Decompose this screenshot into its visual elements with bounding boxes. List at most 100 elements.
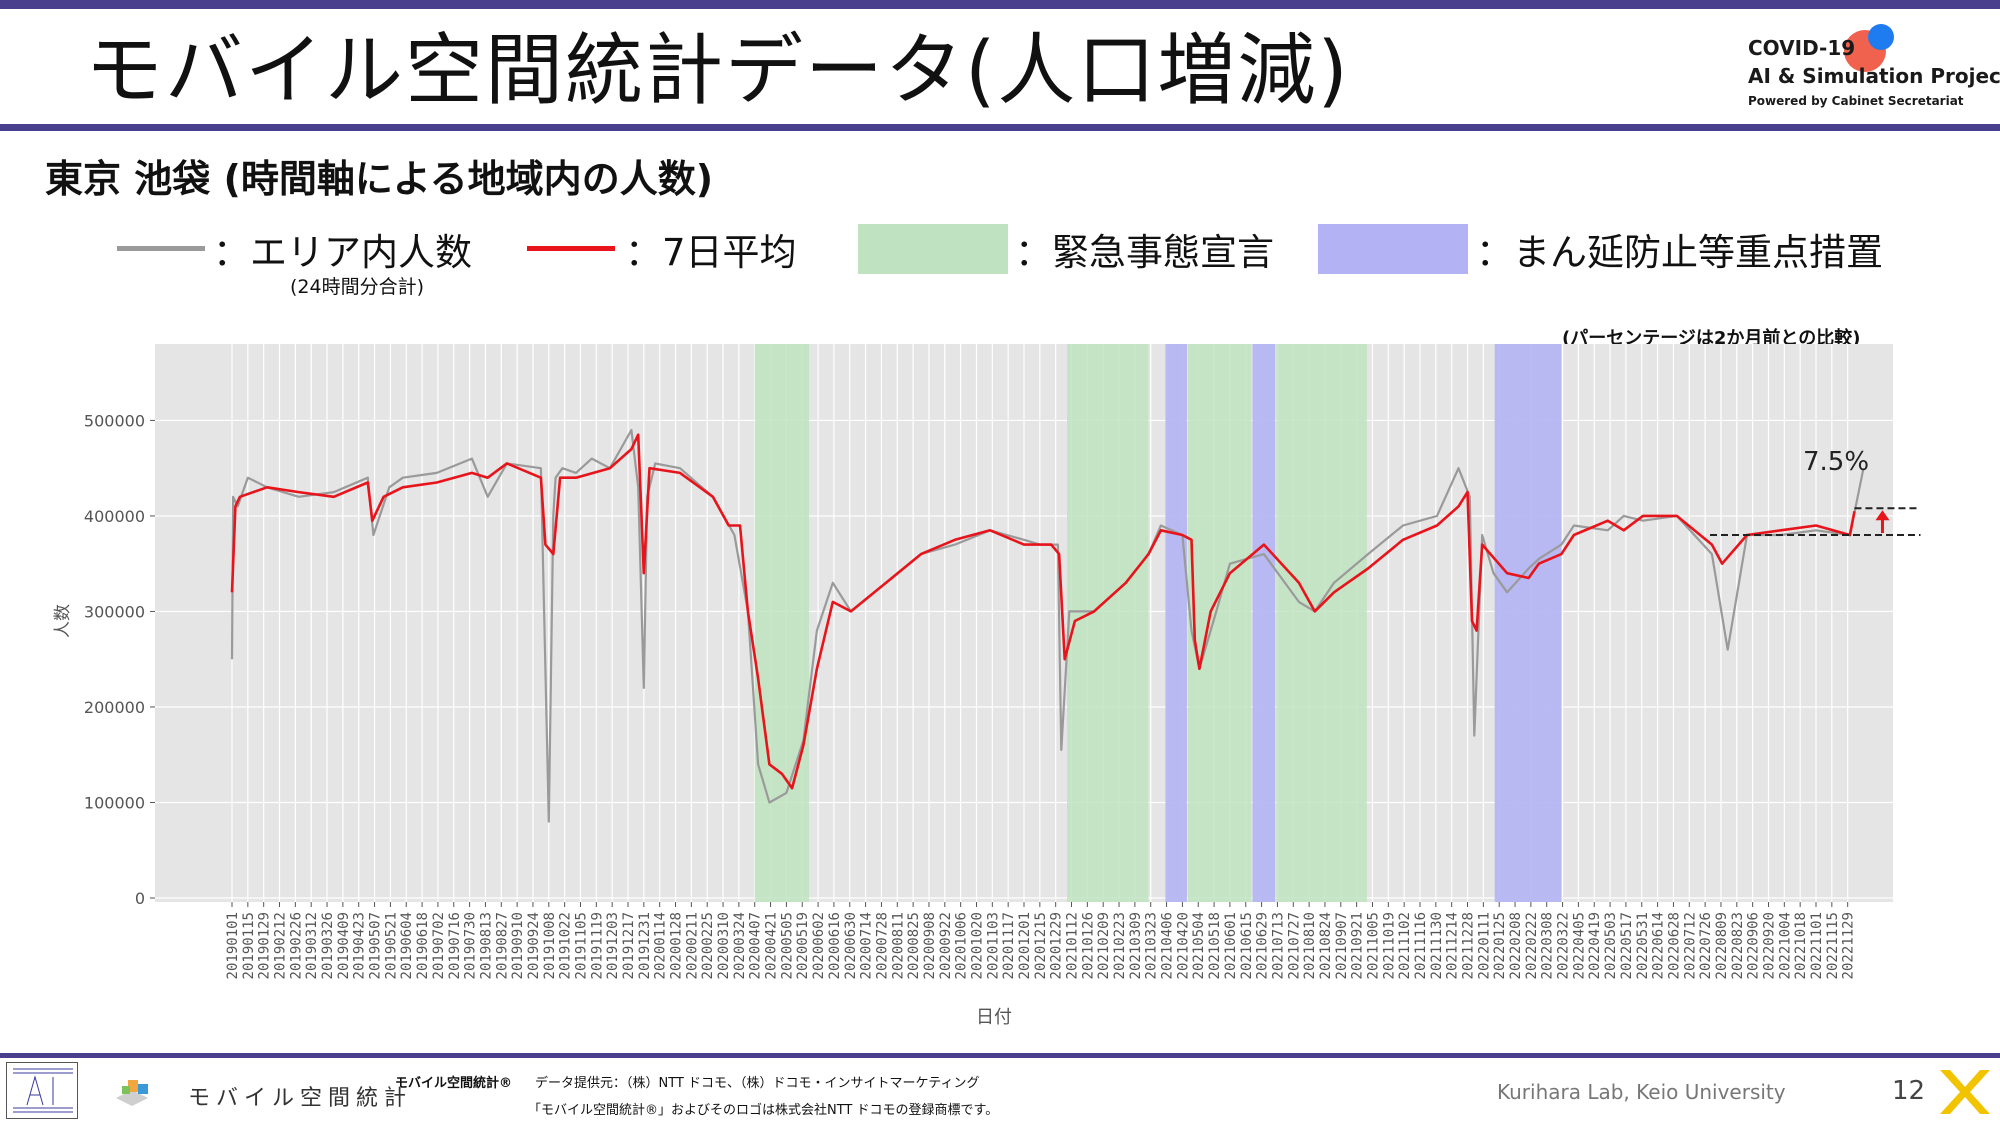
x-tick-label: 20190716 <box>447 912 463 979</box>
x-tick-label: 20211130 <box>1429 912 1445 979</box>
priority-period-band <box>1252 344 1276 902</box>
x-tick-label: 20220712 <box>1682 912 1698 979</box>
x-tick-label: 20200211 <box>684 912 700 979</box>
x-tick-label: 20210223 <box>1112 912 1128 979</box>
x-tick-label: 20190326 <box>320 912 336 979</box>
x-axis-title: 日付 <box>976 1007 1012 1028</box>
x-tick-label: 20190507 <box>368 912 384 979</box>
x-tick-label: 20200825 <box>906 912 922 979</box>
page-number: 12 <box>1892 1076 1926 1106</box>
x-tick-label: 20220726 <box>1698 912 1714 979</box>
x-tick-label: 20210518 <box>1207 912 1223 979</box>
x-tick-label: 20210921 <box>1350 912 1366 979</box>
top-bar <box>0 0 2000 9</box>
x-tick-label: 20191105 <box>573 912 589 979</box>
legend-daily-swatch <box>117 246 205 251</box>
x-tick-label: 20191217 <box>621 912 637 979</box>
x-tick-label: 20200114 <box>653 912 669 979</box>
x-tick-label: 20210810 <box>1302 912 1318 979</box>
chart-subtitle: 東京 池袋 (時間軸による地域内の人数) <box>45 157 714 201</box>
x-tick-label: 20200519 <box>795 912 811 979</box>
mobile-stats-logo-icon <box>116 1080 148 1106</box>
x-tick-label: 20220322 <box>1556 912 1572 979</box>
footer-credit: Kurihara Lab, Keio University <box>1497 1080 1786 1104</box>
x-tick-label: 20210112 <box>1065 912 1081 979</box>
x-tick-label: 20210727 <box>1286 912 1302 979</box>
x-tick-label: 20220419 <box>1587 912 1603 979</box>
x-tick-label: 20190212 <box>273 912 289 979</box>
x-tick-label: 20211019 <box>1381 912 1397 979</box>
x-tick-label: 20191008 <box>542 912 558 979</box>
x-tick-label: 20220222 <box>1524 912 1540 979</box>
percentage-note: (パーセンテージは2か月前との比較) <box>1562 328 1861 349</box>
emergency-period-band <box>1066 344 1149 902</box>
x-tick-label: 20190604 <box>399 912 415 979</box>
series-line-avg <box>230 433 1856 790</box>
legend-emergency-swatch <box>858 224 1008 274</box>
x-tick-label: 20190409 <box>336 912 352 979</box>
x-tick-label: 20210504 <box>1191 912 1207 979</box>
emergency-period-band <box>754 344 810 902</box>
x-tick-label: 20220517 <box>1619 912 1635 979</box>
x-tick-label: 20211228 <box>1461 912 1477 979</box>
x-tick-label: 20191119 <box>589 912 605 979</box>
logo-line-2: AI & Simulation Project <box>1748 64 2000 88</box>
x-tick-label: 20210713 <box>1270 912 1286 979</box>
x-tick-label: 20210824 <box>1318 912 1334 979</box>
x-tick-label: 20220308 <box>1540 912 1556 979</box>
footer-provider: データ提供元：（株）NTT ドコモ、（株）ドコモ・インサイトマーケティング <box>535 1076 980 1091</box>
legend-emergency-label: ：緊急事態宣言 <box>1015 231 1274 274</box>
x-tick-label: 20200714 <box>859 912 875 979</box>
x-logo-icon <box>1940 1070 1990 1114</box>
legend-priority-swatch <box>1318 224 1468 274</box>
legend-avg-swatch <box>527 246 615 251</box>
x-tick-label: 20210629 <box>1255 912 1271 979</box>
x-tick-label: 20210323 <box>1144 912 1160 979</box>
x-tick-label: 20211214 <box>1445 912 1461 979</box>
priority-period-band <box>1494 344 1562 902</box>
x-tick-label: 20190521 <box>383 912 399 979</box>
x-tick-label: 20191203 <box>605 912 621 979</box>
logo-line-3: Powered by Cabinet Secretariat <box>1748 94 1964 108</box>
x-tick-label: 20210615 <box>1239 912 1255 979</box>
x-tick-label: 20190910 <box>510 912 526 979</box>
x-tick-label: 20221004 <box>1777 912 1793 979</box>
legend-daily-label: ：エリア内人数 <box>213 231 472 274</box>
x-tick-label: 20220111 <box>1476 912 1492 979</box>
x-tick-label: 20200908 <box>922 912 938 979</box>
footer-brand-registered: モバイル空間統計® <box>395 1076 513 1091</box>
y-tick-label: 200000 <box>84 698 145 717</box>
x-tick-label: 20210209 <box>1096 912 1112 979</box>
x-tick-label: 20201103 <box>985 912 1001 979</box>
y-tick-label: 400000 <box>84 507 145 526</box>
x-tick-label: 20220405 <box>1571 912 1587 979</box>
x-tick-label: 20190423 <box>352 912 368 979</box>
footer-brand: モバイル空間統計 <box>188 1086 413 1111</box>
x-tick-label: 20190129 <box>257 912 273 979</box>
x-tick-label: 20201215 <box>1033 912 1049 979</box>
x-tick-label: 20200421 <box>764 912 780 979</box>
x-tick-label: 20200728 <box>874 912 890 979</box>
x-tick-label: 20211116 <box>1413 912 1429 979</box>
x-tick-label: 20220208 <box>1508 912 1524 979</box>
x-tick-label: 20190312 <box>304 912 320 979</box>
annotation-percent-label: 7.5% <box>1803 447 1869 477</box>
priority-period-band <box>1165 344 1187 902</box>
covid-project-logo: COVID-19 AI & Simulation Project Powered… <box>1748 24 2000 120</box>
footer-rule <box>0 1053 2000 1058</box>
x-tick-label: 20220125 <box>1492 912 1508 979</box>
x-tick-label: 20220531 <box>1635 912 1651 979</box>
x-tick-label: 20200630 <box>843 912 859 979</box>
x-tick-label: 20220503 <box>1603 912 1619 979</box>
y-tick-label: 100000 <box>84 793 145 812</box>
legend-daily-sublabel: (24時間分合計) <box>290 276 425 298</box>
legend: ：エリア内人数 (24時間分合計) ：7日平均 ：緊急事態宣言 ：まん延防止等重… <box>0 210 2000 310</box>
emergency-period-band <box>1188 344 1252 902</box>
x-tick-label: 20220628 <box>1666 912 1682 979</box>
x-tick-label: 20190827 <box>494 912 510 979</box>
footer-trademark: 「モバイル空間統計®」およびそのロゴは株式会社NTT ドコモの登録商標です。 <box>528 1103 999 1118</box>
x-tick-label: 20190924 <box>526 912 542 979</box>
y-tick-label: 300000 <box>84 602 145 621</box>
x-tick-label: 20200225 <box>700 912 716 979</box>
x-tick-label: 20221129 <box>1841 912 1857 979</box>
